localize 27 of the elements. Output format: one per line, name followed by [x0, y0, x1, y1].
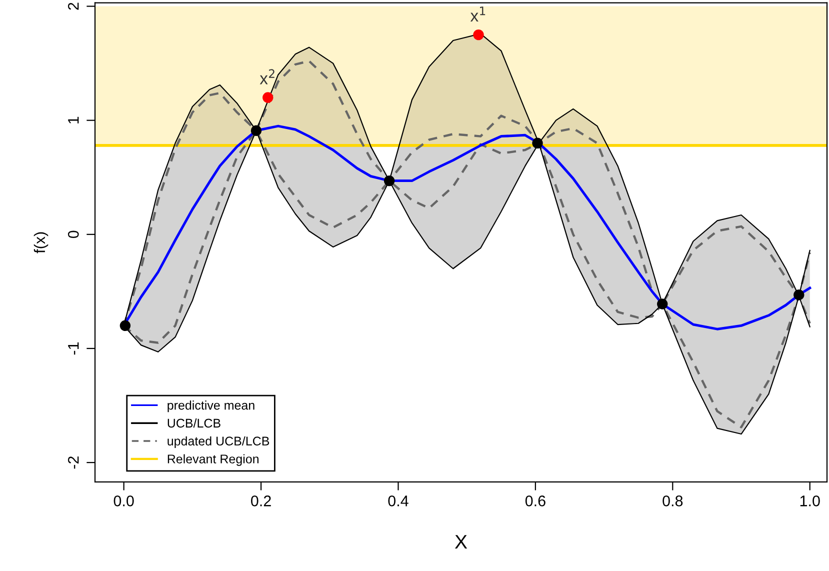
- legend-label: updated UCB/LCB: [168, 436, 270, 448]
- point: [794, 290, 804, 300]
- point: [532, 138, 543, 149]
- legend-label: predictive mean: [168, 400, 254, 412]
- annotation: x$^{1}$: [470, 6, 486, 22]
- y-tick-label: 0: [68, 230, 79, 238]
- y-axis-title: f(x): [34, 232, 48, 254]
- x-tick-label: 0.6: [525, 496, 546, 506]
- x-axis-title: X: [454, 535, 468, 548]
- y-tick-label: 2: [68, 2, 79, 10]
- legend-label: UCB/LCB: [168, 418, 220, 428]
- point: [657, 298, 668, 310]
- x-tick-label: 0.8: [662, 496, 683, 506]
- x-tick-label: 0.4: [388, 496, 408, 506]
- point: [473, 29, 484, 40]
- point: [262, 92, 274, 103]
- x-tick-label: 0.2: [251, 496, 271, 506]
- y-tick-label: -1: [68, 342, 79, 355]
- x-tick-label: 1.0: [800, 496, 820, 506]
- legend-label: Relevant Region: [168, 454, 258, 466]
- x-tick-label: 0.0: [114, 496, 134, 506]
- y-tick-label: -2: [68, 456, 79, 469]
- point: [384, 175, 395, 186]
- point: [250, 125, 262, 136]
- y-tick-label: 1: [68, 116, 79, 124]
- annotation: x$^{2}$: [260, 69, 274, 84]
- point: [120, 320, 131, 332]
